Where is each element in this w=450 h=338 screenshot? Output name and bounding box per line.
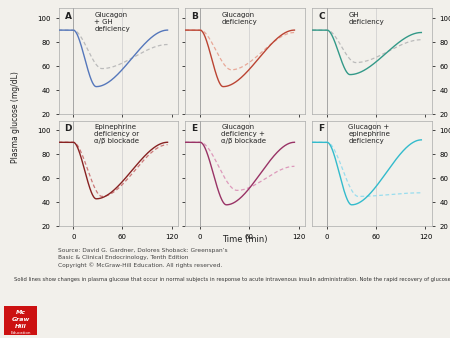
Text: C: C bbox=[318, 11, 325, 21]
Text: Time (min): Time (min) bbox=[222, 235, 268, 244]
Text: Mc: Mc bbox=[15, 310, 26, 315]
Text: Source: David G. Gardner, Dolores Shoback: Greenspan’s
Basic & Clinical Endocrin: Source: David G. Gardner, Dolores Shobac… bbox=[58, 248, 228, 267]
Text: Plasma glucose (mg/dL): Plasma glucose (mg/dL) bbox=[11, 72, 20, 163]
Text: B: B bbox=[191, 11, 198, 21]
Text: A: A bbox=[64, 11, 72, 21]
Text: D: D bbox=[64, 124, 72, 133]
Text: Glucagon
deficiency +
α/β blockade: Glucagon deficiency + α/β blockade bbox=[221, 124, 266, 144]
Text: Epinephrine
deficiency or
α/β blockade: Epinephrine deficiency or α/β blockade bbox=[94, 124, 140, 144]
Text: GH
deficiency: GH deficiency bbox=[348, 11, 384, 25]
Text: Glucagon
+ GH
deficiency: Glucagon + GH deficiency bbox=[94, 11, 130, 32]
Text: F: F bbox=[318, 124, 324, 133]
Text: Glucagon
deficiency: Glucagon deficiency bbox=[221, 11, 257, 25]
Text: Solid lines show changes in plasma glucose that occur in normal subjects in resp: Solid lines show changes in plasma gluco… bbox=[14, 277, 450, 282]
Text: Education: Education bbox=[10, 331, 31, 335]
Text: Glucagon +
epinephrine
deficiency: Glucagon + epinephrine deficiency bbox=[348, 124, 390, 144]
Text: E: E bbox=[191, 124, 198, 133]
Text: Graw: Graw bbox=[11, 317, 30, 322]
Text: Hill: Hill bbox=[15, 324, 26, 329]
